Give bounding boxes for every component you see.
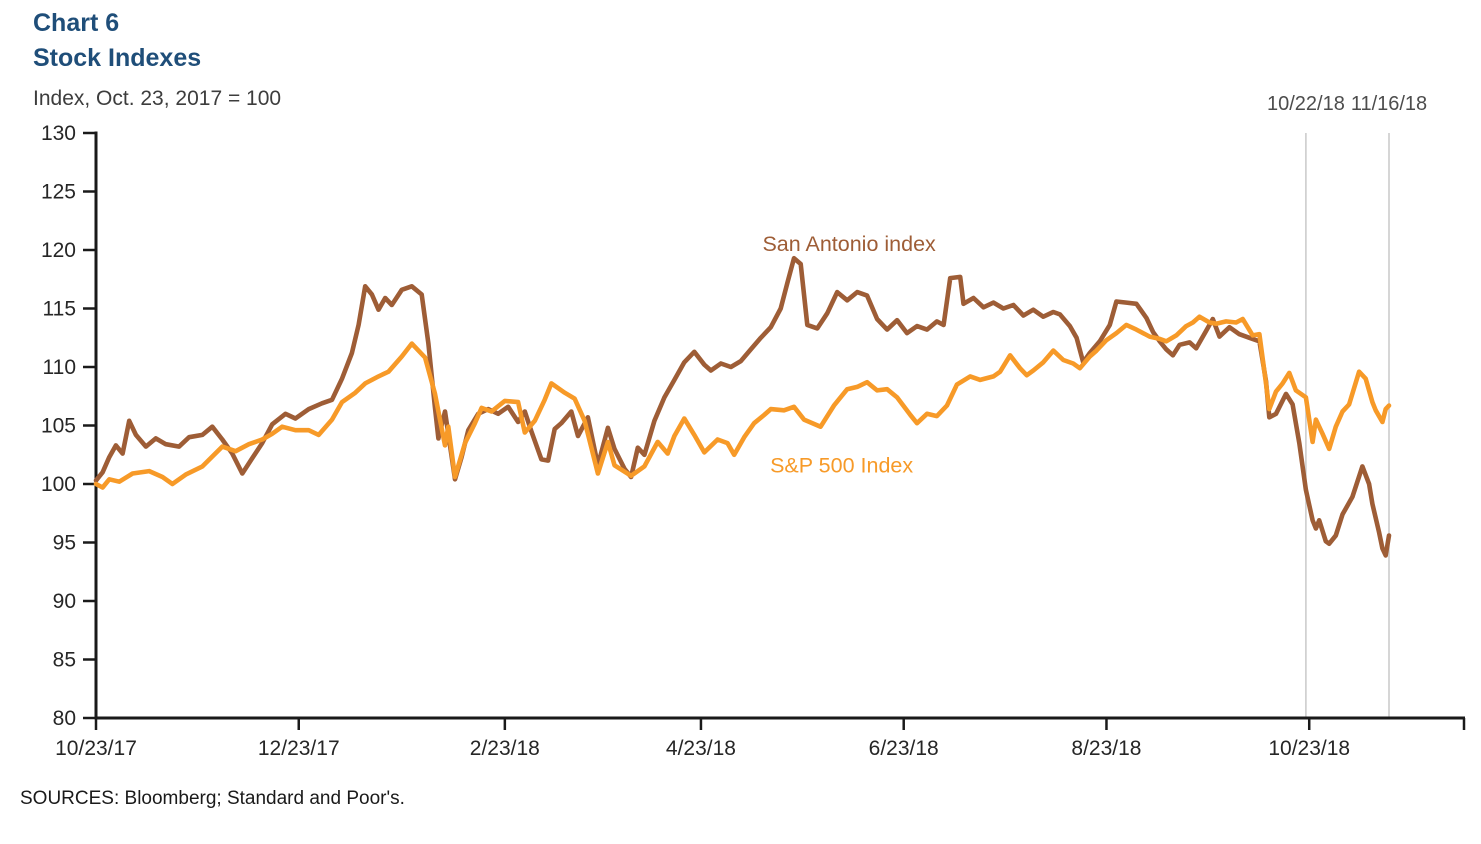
x-tick-label: 4/23/18 bbox=[666, 737, 736, 760]
axis-unit-note: Index, Oct. 23, 2017 = 100 bbox=[33, 87, 282, 110]
y-tick-label: 125 bbox=[41, 181, 76, 204]
x-tick-label: 6/23/18 bbox=[869, 737, 939, 760]
y-tick-label: 100 bbox=[41, 473, 76, 496]
y-tick-label: 105 bbox=[41, 415, 76, 438]
x-tick-label: 8/23/18 bbox=[1071, 737, 1141, 760]
x-tick-label: 10/23/18 bbox=[1268, 737, 1350, 760]
y-tick-label: 80 bbox=[53, 707, 76, 730]
series-line-sp500-index bbox=[93, 314, 1392, 490]
y-tick-label: 90 bbox=[53, 590, 76, 613]
chart-number-title: Chart 6 bbox=[33, 9, 120, 37]
y-tick-label: 110 bbox=[43, 356, 76, 379]
chart-title: Stock Indexes bbox=[33, 44, 202, 72]
series-label-sp500-index: S&P 500 Index bbox=[770, 453, 913, 477]
y-tick-label: 120 bbox=[41, 239, 76, 262]
reference-line-label: 10/22/18 bbox=[1267, 93, 1345, 115]
series-label-san-antonio-index: San Antonio index bbox=[762, 232, 936, 256]
y-tick-label: 115 bbox=[43, 298, 76, 321]
x-tick-label: 2/23/18 bbox=[470, 737, 540, 760]
y-tick-label: 85 bbox=[53, 649, 76, 672]
reference-line-label: 11/16/18 bbox=[1351, 93, 1427, 115]
series-line-san-antonio-index bbox=[93, 255, 1392, 558]
x-tick-label: 12/23/17 bbox=[258, 737, 340, 760]
y-tick-label: 95 bbox=[53, 532, 76, 555]
source-note: SOURCES: Bloomberg; Standard and Poor's. bbox=[20, 788, 405, 809]
y-tick-label: 130 bbox=[41, 122, 76, 145]
x-tick-label: 10/23/17 bbox=[55, 737, 137, 760]
